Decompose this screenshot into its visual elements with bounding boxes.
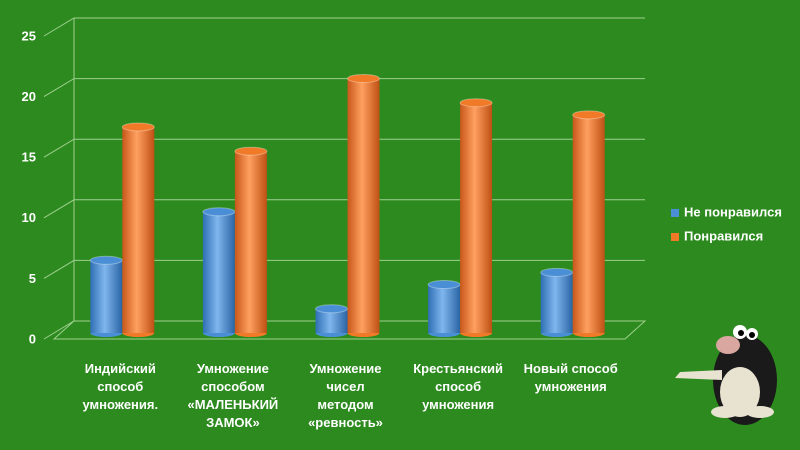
- bar: [428, 284, 461, 333]
- bar-top: [459, 98, 493, 108]
- bar: [540, 272, 573, 333]
- bar-top: [202, 207, 236, 217]
- bar-top: [347, 73, 380, 83]
- bar: [347, 78, 380, 333]
- x-tick-label: Новый способ умножения: [523, 361, 618, 394]
- x-tick-label: Крестьянский способ умножения: [413, 361, 503, 412]
- x-tick-label: Индийский способ умножения.: [82, 361, 159, 412]
- bar: [90, 260, 123, 333]
- y-tick-label: 20: [22, 89, 36, 104]
- grid-line: [43, 17, 645, 37]
- legend-swatch: [671, 233, 679, 241]
- y-tick-label: 5: [29, 271, 36, 286]
- bar-top: [121, 122, 155, 132]
- y-tick-label: 15: [22, 150, 36, 165]
- grid-line: [43, 78, 645, 98]
- bar-top: [572, 110, 606, 120]
- bar: [572, 114, 605, 333]
- legend-swatch: [671, 209, 679, 217]
- bar: [234, 151, 267, 333]
- bar: [460, 102, 493, 333]
- y-tick-label: 25: [22, 28, 36, 43]
- bar: [315, 308, 348, 333]
- y-tick-label: 10: [22, 210, 36, 225]
- bar-top: [427, 280, 461, 290]
- x-tick-label: Умножение чисел методом «ревность»: [308, 361, 383, 430]
- bar-top: [540, 267, 574, 277]
- bar: [122, 126, 155, 334]
- x-tick-label: Умножение способом «МАЛЕНЬКИЙ ЗАМОК»: [187, 361, 279, 430]
- bar-top: [315, 304, 348, 314]
- bar: [202, 211, 235, 333]
- bar-top: [234, 146, 268, 156]
- bar-top: [89, 255, 123, 265]
- mole: [675, 325, 777, 425]
- legend-label: Понравился: [684, 228, 763, 243]
- y-tick-label: 0: [29, 331, 36, 346]
- legend-label: Не понравился: [684, 204, 782, 219]
